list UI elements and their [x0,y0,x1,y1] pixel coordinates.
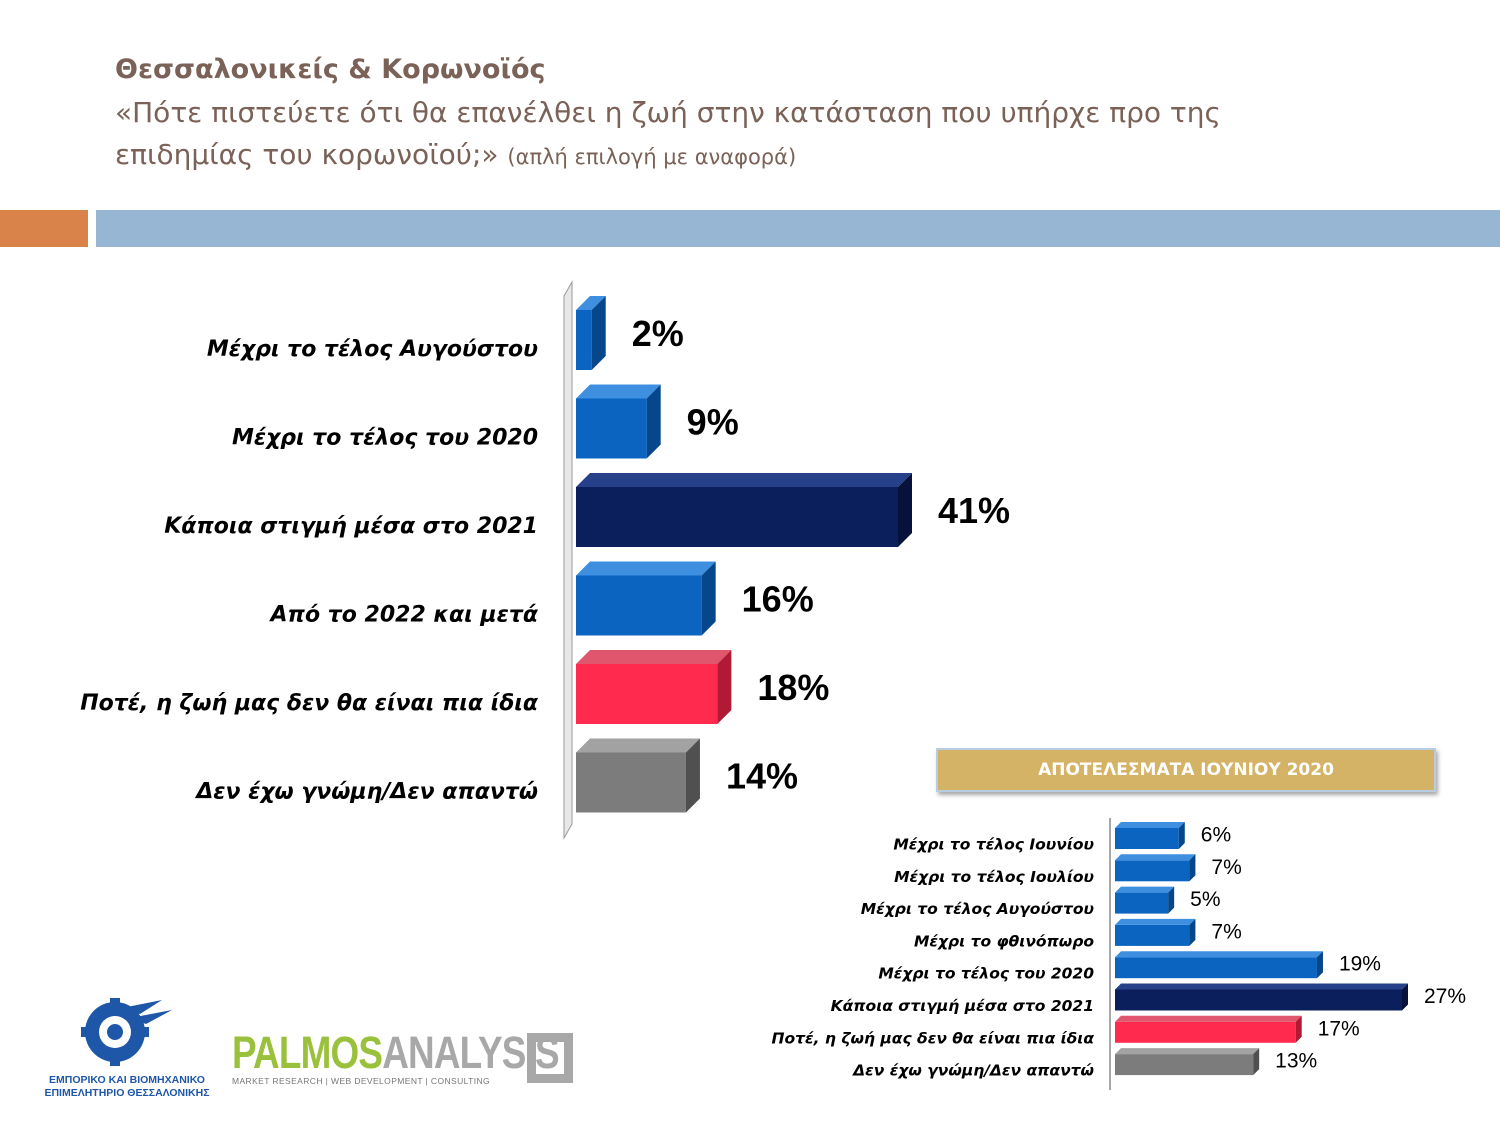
june-value-label: 19% [1339,953,1381,976]
main-bar-1 [576,310,592,370]
june-bar-5-side [1316,951,1323,979]
main-chart-axis-wall [563,280,573,840]
june-category-label: Μέχρι το τέλος Ιουνίου [893,836,1094,854]
june-bar-5-top [1115,951,1323,958]
survey-question: «Πότε πιστεύετε ότι θα επανέλθει η ζωή σ… [115,92,1415,178]
june-category-label: Δεν έχω γνώμη/Δεν απαντώ [851,1062,1094,1080]
june-bar-8 [1115,1054,1254,1076]
june-bar-4-side [1189,918,1196,946]
main-bar-6-top [576,738,700,753]
question-line-2: επιδημίας του κορωνοϊού;» [115,138,499,171]
june-category-label: Μέχρι το φθινόπωρο [914,932,1094,950]
june-value-label: 17% [1318,1017,1360,1040]
june-category-label: Ποτέ, η ζωή μας δεν θα είναι πια ίδια [771,1029,1094,1047]
page-title: Θεσσαλονικείς & Κορωνοϊός [115,54,546,85]
question-line-1: «Πότε πιστεύετε ότι θα επανέλθει η ζωή σ… [115,96,1221,129]
main-bar-4-side [701,561,716,636]
june-bar-4 [1115,924,1190,946]
palmos-square-icon [527,1033,573,1083]
main-category-label: Ποτέ, η ζωή μας δεν θα είναι πια ίδια [80,691,539,716]
main-value-label: 41% [938,490,1010,531]
june-bar-5 [1115,957,1317,979]
june-bar-8-top [1115,1048,1260,1055]
june-bar-2 [1115,860,1190,882]
main-value-label: 2% [632,313,684,354]
june-category-label: Κάποια στιγμή μέσα στο 2021 [831,997,1094,1015]
june-bar-7 [1115,1021,1296,1043]
main-bar-3 [576,487,898,547]
main-bar-4 [576,575,702,636]
main-category-label: Από το 2022 και μετά [269,603,539,628]
june-category-label: Μέχρι το τέλος Ιουλίου [894,868,1094,886]
june-bar-1-side [1178,822,1185,849]
main-bar-5-side [717,650,732,724]
june-value-label: 13% [1275,1050,1317,1073]
june-bar-6-top [1115,983,1408,990]
main-category-label: Κάποια στιγμή μέσα στο 2021 [164,514,538,539]
main-value-label: 16% [742,579,814,620]
header-accent-bar [0,210,88,247]
june-bar-7-top [1115,1015,1302,1022]
june-bar-6 [1115,989,1402,1011]
june-bar-1-top [1115,822,1185,828]
june-value-label: 6% [1201,824,1231,847]
june-category-label: Μέχρι το τέλος Αυγούστου [861,900,1094,918]
june-bar-1 [1115,828,1179,849]
main-bar-2-top [576,384,661,399]
main-bar-6 [576,752,686,813]
june-bar-chart: Μέχρι το τέλος Ιουνίου 6% Μέχρι το τέλος Ι… [771,818,1466,1090]
main-bar-5-top [576,650,732,664]
june-bar-7-side [1295,1015,1302,1043]
main-category-label: Δεν έχω γνώμη/Δεν απαντώ [194,780,538,805]
page-header: Θεσσαλονικείς & Κορωνοϊός «Πότε πιστεύετ… [115,52,1415,178]
june-value-label: 27% [1424,985,1466,1008]
main-value-label: 18% [757,667,829,708]
june-value-label: 7% [1211,920,1241,943]
main-bar-3-top [576,473,912,487]
palmos-word-part1: PALMOS [232,1027,383,1078]
header-divider-bar [96,210,1500,247]
chamber-logo-text: ΕΜΠΟΡΙΚΟ ΚΑΙ ΒΙΟΜΗΧΑΝΙΚΟ ΕΠΙΜΕΛΗΤΗΡΙΟ ΘΕ… [22,1074,232,1100]
june-bar-4-top [1115,918,1196,925]
june-category-label: Μέχρι το τέλος του 2020 [878,965,1094,983]
june-bar-6-side [1402,983,1408,1011]
main-bar-4-top [576,561,716,576]
june-bar-3-side [1168,886,1175,914]
june-results-heading: ΑΠΟΤΕΛΕΣΜΑΤΑ ΙΟΥΝΙΟΥ 2020 [936,748,1436,792]
chamber-name-line-1: ΕΜΠΟΡΙΚΟ ΚΑΙ ΒΙΟΜΗΧΑΝΙΚΟ [49,1074,205,1086]
main-bar-1-top [576,296,606,310]
main-value-label: 9% [687,402,739,443]
main-value-label: 14% [726,756,798,797]
june-bar-3 [1115,892,1169,914]
chamber-logo-icon [81,998,172,1066]
june-bar-2-side [1189,854,1196,882]
palmos-tagline: MARKET RESEARCH | WEB DEVELOPMENT | CONS… [232,1076,491,1086]
main-bar-3-side [898,473,912,547]
palmos-wordmark: PALMOSANALYSIS [232,1027,560,1078]
main-bar-2-side [646,384,661,459]
june-value-label: 5% [1190,888,1220,911]
main-bar-6-side [685,738,700,813]
main-category-label: Μέχρι το τέλος Αυγούστου [207,337,538,362]
june-value-label: 7% [1211,856,1241,879]
main-category-label: Μέχρι το τέλος του 2020 [232,426,538,451]
main-bar-1-side [591,296,606,370]
chamber-name-line-2: ΕΠΙΜΕΛΗΤΗΡΙΟ ΘΕΣΣΑΛΟΝΙΚΗΣ [44,1087,210,1099]
june-bar-2-top [1115,854,1196,861]
june-bar-3-top [1115,886,1175,893]
main-bar-5 [576,664,718,724]
main-bar-chart: Μέχρι το τέλος Αυγούστου 2% Μέχρι το τέλος… [80,280,1010,840]
june-bar-8-side [1253,1048,1260,1076]
question-note: (απλή επιλογή με αναφορά) [507,145,797,169]
main-bar-2 [576,398,647,459]
